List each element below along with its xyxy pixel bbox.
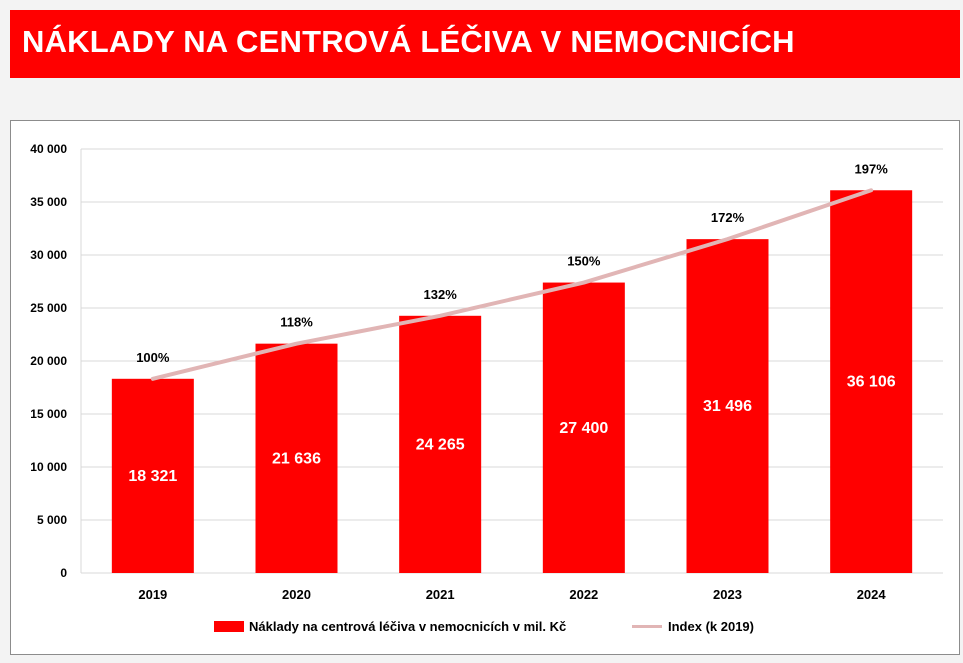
bar-value-label: 21 636 <box>272 450 321 467</box>
legend-item-index: Index (k 2019) <box>632 619 754 634</box>
page-title: NÁKLADY NA CENTROVÁ LÉČIVA V NEMOCNICÍCH <box>22 24 795 59</box>
y-tick-label: 25 000 <box>30 301 67 315</box>
index-value-label: 172% <box>711 210 745 225</box>
bar <box>255 343 338 573</box>
combo-chart: 0 5 000 10 000 15 000 20 000 25 000 30 000 35 0… <box>30 142 943 602</box>
index-value-label: 150% <box>567 254 601 269</box>
bar-value-label: 24 265 <box>416 436 465 453</box>
x-tick-label: 2023 <box>713 587 742 602</box>
legend-swatch-bar <box>214 621 244 632</box>
index-value-label: 197% <box>855 161 889 176</box>
bar-value-label: 27 400 <box>559 420 608 437</box>
x-tick-label: 2020 <box>282 587 311 602</box>
x-tick-label: 2019 <box>138 587 167 602</box>
y-tick-label: 20 000 <box>30 354 67 368</box>
y-tick-label: 10 000 <box>30 460 67 474</box>
y-tick-label: 15 000 <box>30 407 67 421</box>
chart-legend: Náklady na centrová léčiva v nemocnicích… <box>11 619 959 639</box>
index-value-label: 118% <box>280 315 313 330</box>
y-tick-label: 40 000 <box>30 142 67 156</box>
bar <box>399 315 482 573</box>
y-tick-label: 0 <box>60 566 67 580</box>
legend-item-costs: Náklady na centrová léčiva v nemocnicích… <box>214 619 566 634</box>
title-banner: NÁKLADY NA CENTROVÁ LÉČIVA V NEMOCNICÍCH <box>10 10 960 78</box>
bar <box>542 282 625 573</box>
index-value-label: 132% <box>424 287 458 302</box>
index-line <box>150 188 874 381</box>
y-tick-label: 35 000 <box>30 195 67 209</box>
legend-label-costs: Náklady na centrová léčiva v nemocnicích… <box>249 619 567 634</box>
y-tick-label: 30 000 <box>30 248 67 262</box>
bar-value-label: 18 321 <box>128 468 177 485</box>
x-tick-label: 2022 <box>569 587 598 602</box>
bar <box>111 378 194 573</box>
bar <box>686 239 769 573</box>
bar <box>830 190 913 573</box>
x-tick-label: 2024 <box>857 587 887 602</box>
index-value-label: 100% <box>136 350 170 365</box>
legend-swatch-line <box>632 625 662 628</box>
bar-value-label: 36 106 <box>847 374 896 391</box>
bar-value-label: 31 496 <box>703 398 752 415</box>
legend-label-index: Index (k 2019) <box>668 619 754 634</box>
x-tick-label: 2021 <box>426 587 455 602</box>
chart-container: 0 5 000 10 000 15 000 20 000 25 000 30 000 35 0… <box>10 120 960 655</box>
y-tick-label: 5 000 <box>37 513 67 527</box>
